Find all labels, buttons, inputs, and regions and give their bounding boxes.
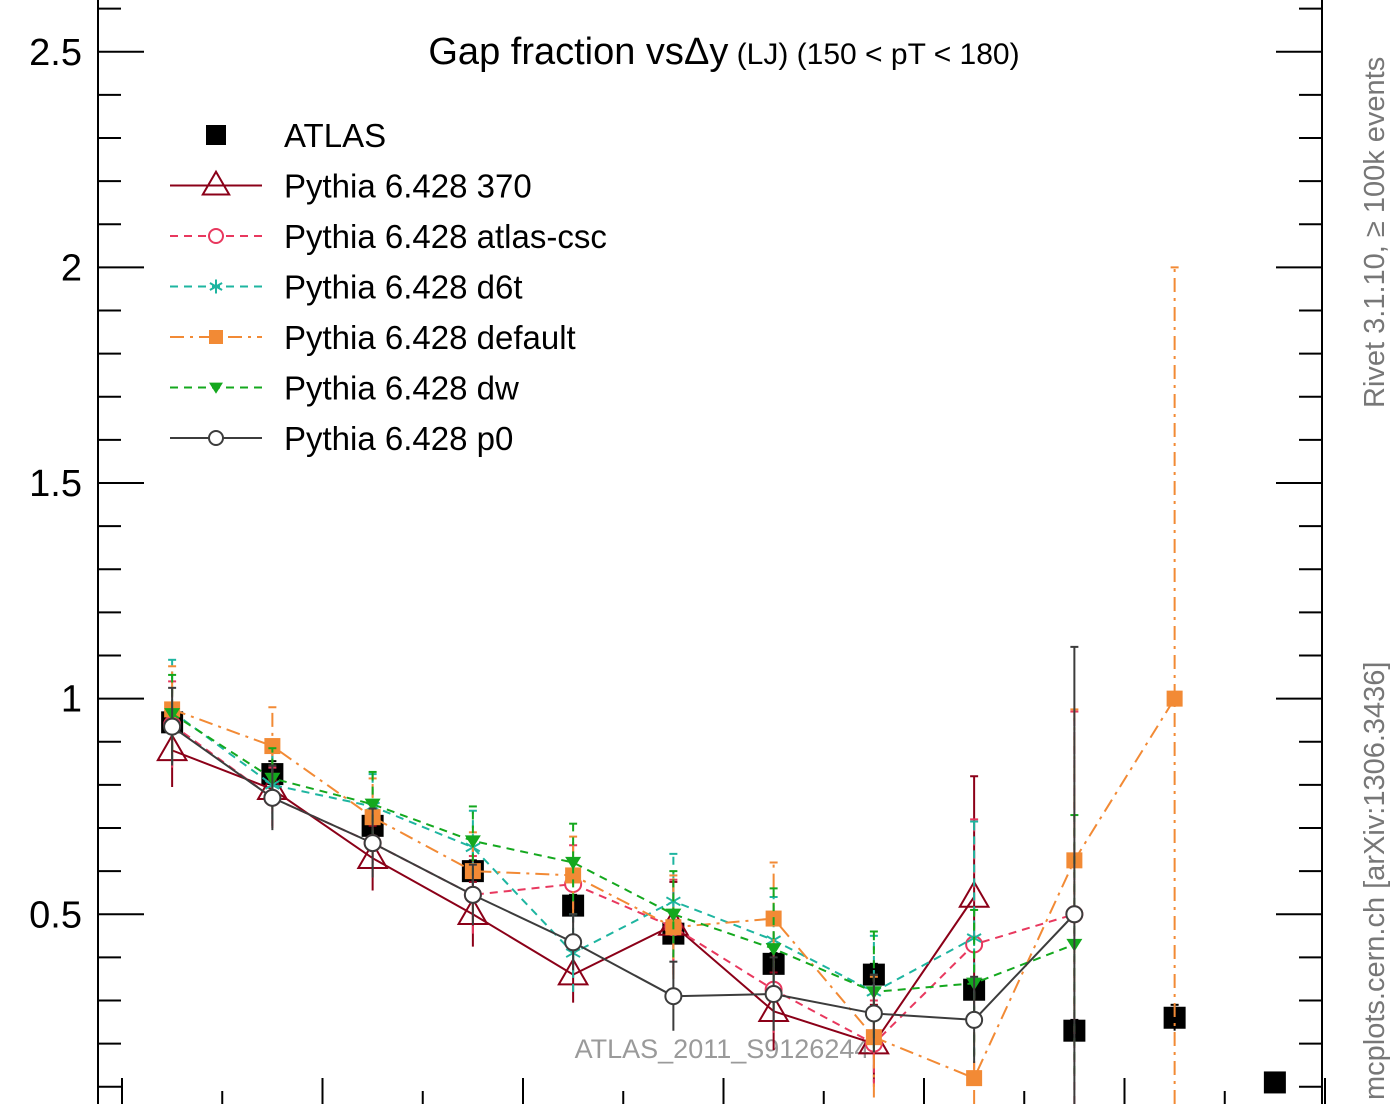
data-point [965,1010,984,1029]
y-tick-label: 0.5 [29,894,82,936]
legend-label: Pythia 6.428 d6t [284,269,523,306]
series-line [171,723,1075,1045]
legend-label: ATLAS [284,117,386,154]
data-point [264,738,281,755]
data-point [463,885,482,904]
svg-text:Gap fraction vsΔy (LJ) (150 <: Gap fraction vsΔy (LJ) (150 < pT < 180) [428,31,1019,73]
y-tick-label: 2 [61,247,82,289]
legend-item: Pythia 6.428 atlas-csc [170,218,607,255]
y-tick-labels: 0.5 1 1.5 2 2.5 [29,32,82,937]
legend-marker [208,430,224,446]
data-point [363,834,382,853]
legend-item: Pythia 6.428 p0 [170,420,513,457]
series-5 [164,673,1083,1074]
legend-label: Pythia 6.428 p0 [284,420,513,457]
side-label-mcplots: mcplots.cern.ch [arXiv:1306.3436] [1359,662,1391,1100]
data-point [565,856,582,870]
side-label-rivet: Rivet 3.1.10, ≥ 100k events [1359,57,1391,408]
chart-title: Gap fraction vsΔy (LJ) (150 < pT < 180) [428,31,1019,73]
data-point [764,985,783,1004]
y-tick-label: 1 [61,679,82,721]
data-point [364,798,381,812]
plot-axes [97,0,1326,1104]
legend-item: ATLAS [206,117,386,154]
data-point [1163,1006,1186,1029]
series-6 [163,645,1084,1104]
legend-label: Pythia 6.428 atlas-csc [284,218,607,255]
y-tick-label: 1.5 [29,463,82,505]
title-delta: Δy [684,31,728,73]
y-tick-label: 2.5 [29,32,82,74]
legend-marker [208,228,224,244]
data-point [464,835,481,849]
legend-marker [206,125,226,145]
data-point [565,867,582,884]
title-main: Gap fraction vs [428,31,684,73]
data-point [263,788,282,807]
data-point [665,908,682,922]
data-point [664,987,683,1006]
title-range: (150 < pT < 180) [788,38,1019,71]
data-point [966,1070,983,1087]
legend: ATLAS Pythia 6.428 370 Pythia 6.428 atlas-… [170,117,607,457]
legend-marker [209,330,223,344]
legend-item: Pythia 6.428 370 [170,168,532,205]
series-line [171,712,1075,993]
data-point [163,717,182,736]
data-point [1065,905,1084,924]
legend-item: Pythia 6.428 d6t [170,269,523,306]
legend-item: Pythia 6.428 default [170,319,576,356]
legend-label: Pythia 6.428 default [284,319,576,356]
data-point [1263,1071,1286,1094]
series-line [171,725,1076,1021]
watermark-label: ATLAS_2011_S9126244 [575,1034,870,1064]
legend-marker [209,382,223,394]
data-point [765,943,782,956]
legend-marker [201,169,231,196]
data-point [1166,690,1183,707]
data-point [564,933,583,952]
data-point [864,1004,883,1023]
legend-label: Pythia 6.428 370 [284,168,532,205]
series-layer [156,266,1286,1104]
legend-marker [209,279,223,294]
title-small: (LJ) [728,38,788,71]
legend-item: Pythia 6.428 dw [170,370,519,407]
legend-label: Pythia 6.428 dw [284,370,519,407]
